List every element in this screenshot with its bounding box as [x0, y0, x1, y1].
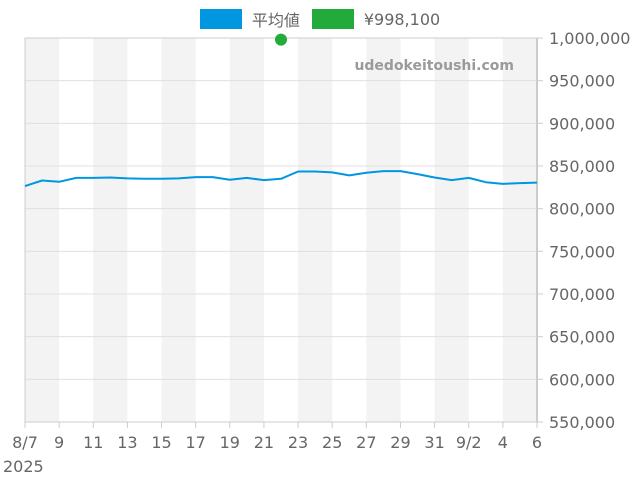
x-tick-label: 17 — [185, 433, 205, 452]
legend-item-price-point[interactable]: ¥998,100 — [311, 9, 441, 29]
legend-label-average: 平均値 — [251, 11, 300, 30]
y-tick-label: 550,000 — [549, 413, 615, 432]
band — [93, 38, 128, 422]
x-tick-label: 15 — [151, 433, 171, 452]
x-tick-label: 23 — [288, 433, 308, 452]
legend-swatch-price-point — [311, 9, 354, 29]
y-axis-ticks: 1,000,000 950,000 900,000 850,000 800,000 750… — [537, 29, 630, 432]
x-tick-label: 31 — [424, 433, 444, 452]
x-tick-label: 6 — [532, 433, 542, 452]
price-point-marker[interactable] — [275, 33, 287, 46]
x-tick-label: 19 — [220, 433, 240, 452]
alternating-bands — [25, 38, 537, 422]
band — [161, 38, 196, 422]
x-tick-label: 21 — [254, 433, 274, 452]
y-tick-label: 900,000 — [549, 114, 615, 133]
legend-swatch-average — [199, 9, 242, 29]
band — [366, 38, 401, 422]
x-tick-label: 9/2 — [456, 433, 482, 452]
y-tick-label: 600,000 — [549, 370, 615, 389]
watermark: udedokeitoushi.com — [354, 58, 514, 74]
x-tick-label: 8/7 — [12, 433, 38, 452]
x-tick-label: 4 — [498, 433, 508, 452]
x-axis-ticks: 8/7 9 11 13 15 17 19 21 23 25 27 29 31 9/2 4 6 2025 — [3, 422, 542, 476]
legend-item-average[interactable]: 平均値 — [199, 7, 300, 31]
x-tick-label: 25 — [322, 433, 342, 452]
legend-label-price-point: ¥998,100 — [363, 9, 441, 29]
x-tick-label: 9 — [54, 433, 64, 452]
x-tick-label: 27 — [356, 433, 376, 452]
band — [434, 38, 469, 422]
y-tick-label: 800,000 — [549, 200, 615, 219]
band — [229, 38, 264, 422]
series-lines — [24, 33, 538, 188]
x-year-label: 2025 — [3, 457, 44, 476]
average-price-line[interactable] — [24, 170, 538, 188]
y-tick-label: 850,000 — [549, 157, 615, 176]
band — [298, 38, 333, 422]
y-tick-label: 1,000,000 — [549, 29, 630, 48]
x-tick-label: 29 — [390, 433, 410, 452]
band — [25, 38, 60, 422]
y-tick-label: 700,000 — [549, 285, 615, 304]
y-tick-label: 950,000 — [549, 72, 615, 91]
y-tick-label: 650,000 — [549, 328, 615, 347]
y-tick-label: 750,000 — [549, 242, 615, 261]
x-tick-label: 11 — [83, 433, 103, 452]
chart-legend: 平均値 ¥998,100 — [0, 8, 640, 30]
x-tick-label: 13 — [117, 433, 137, 452]
band — [502, 38, 537, 422]
